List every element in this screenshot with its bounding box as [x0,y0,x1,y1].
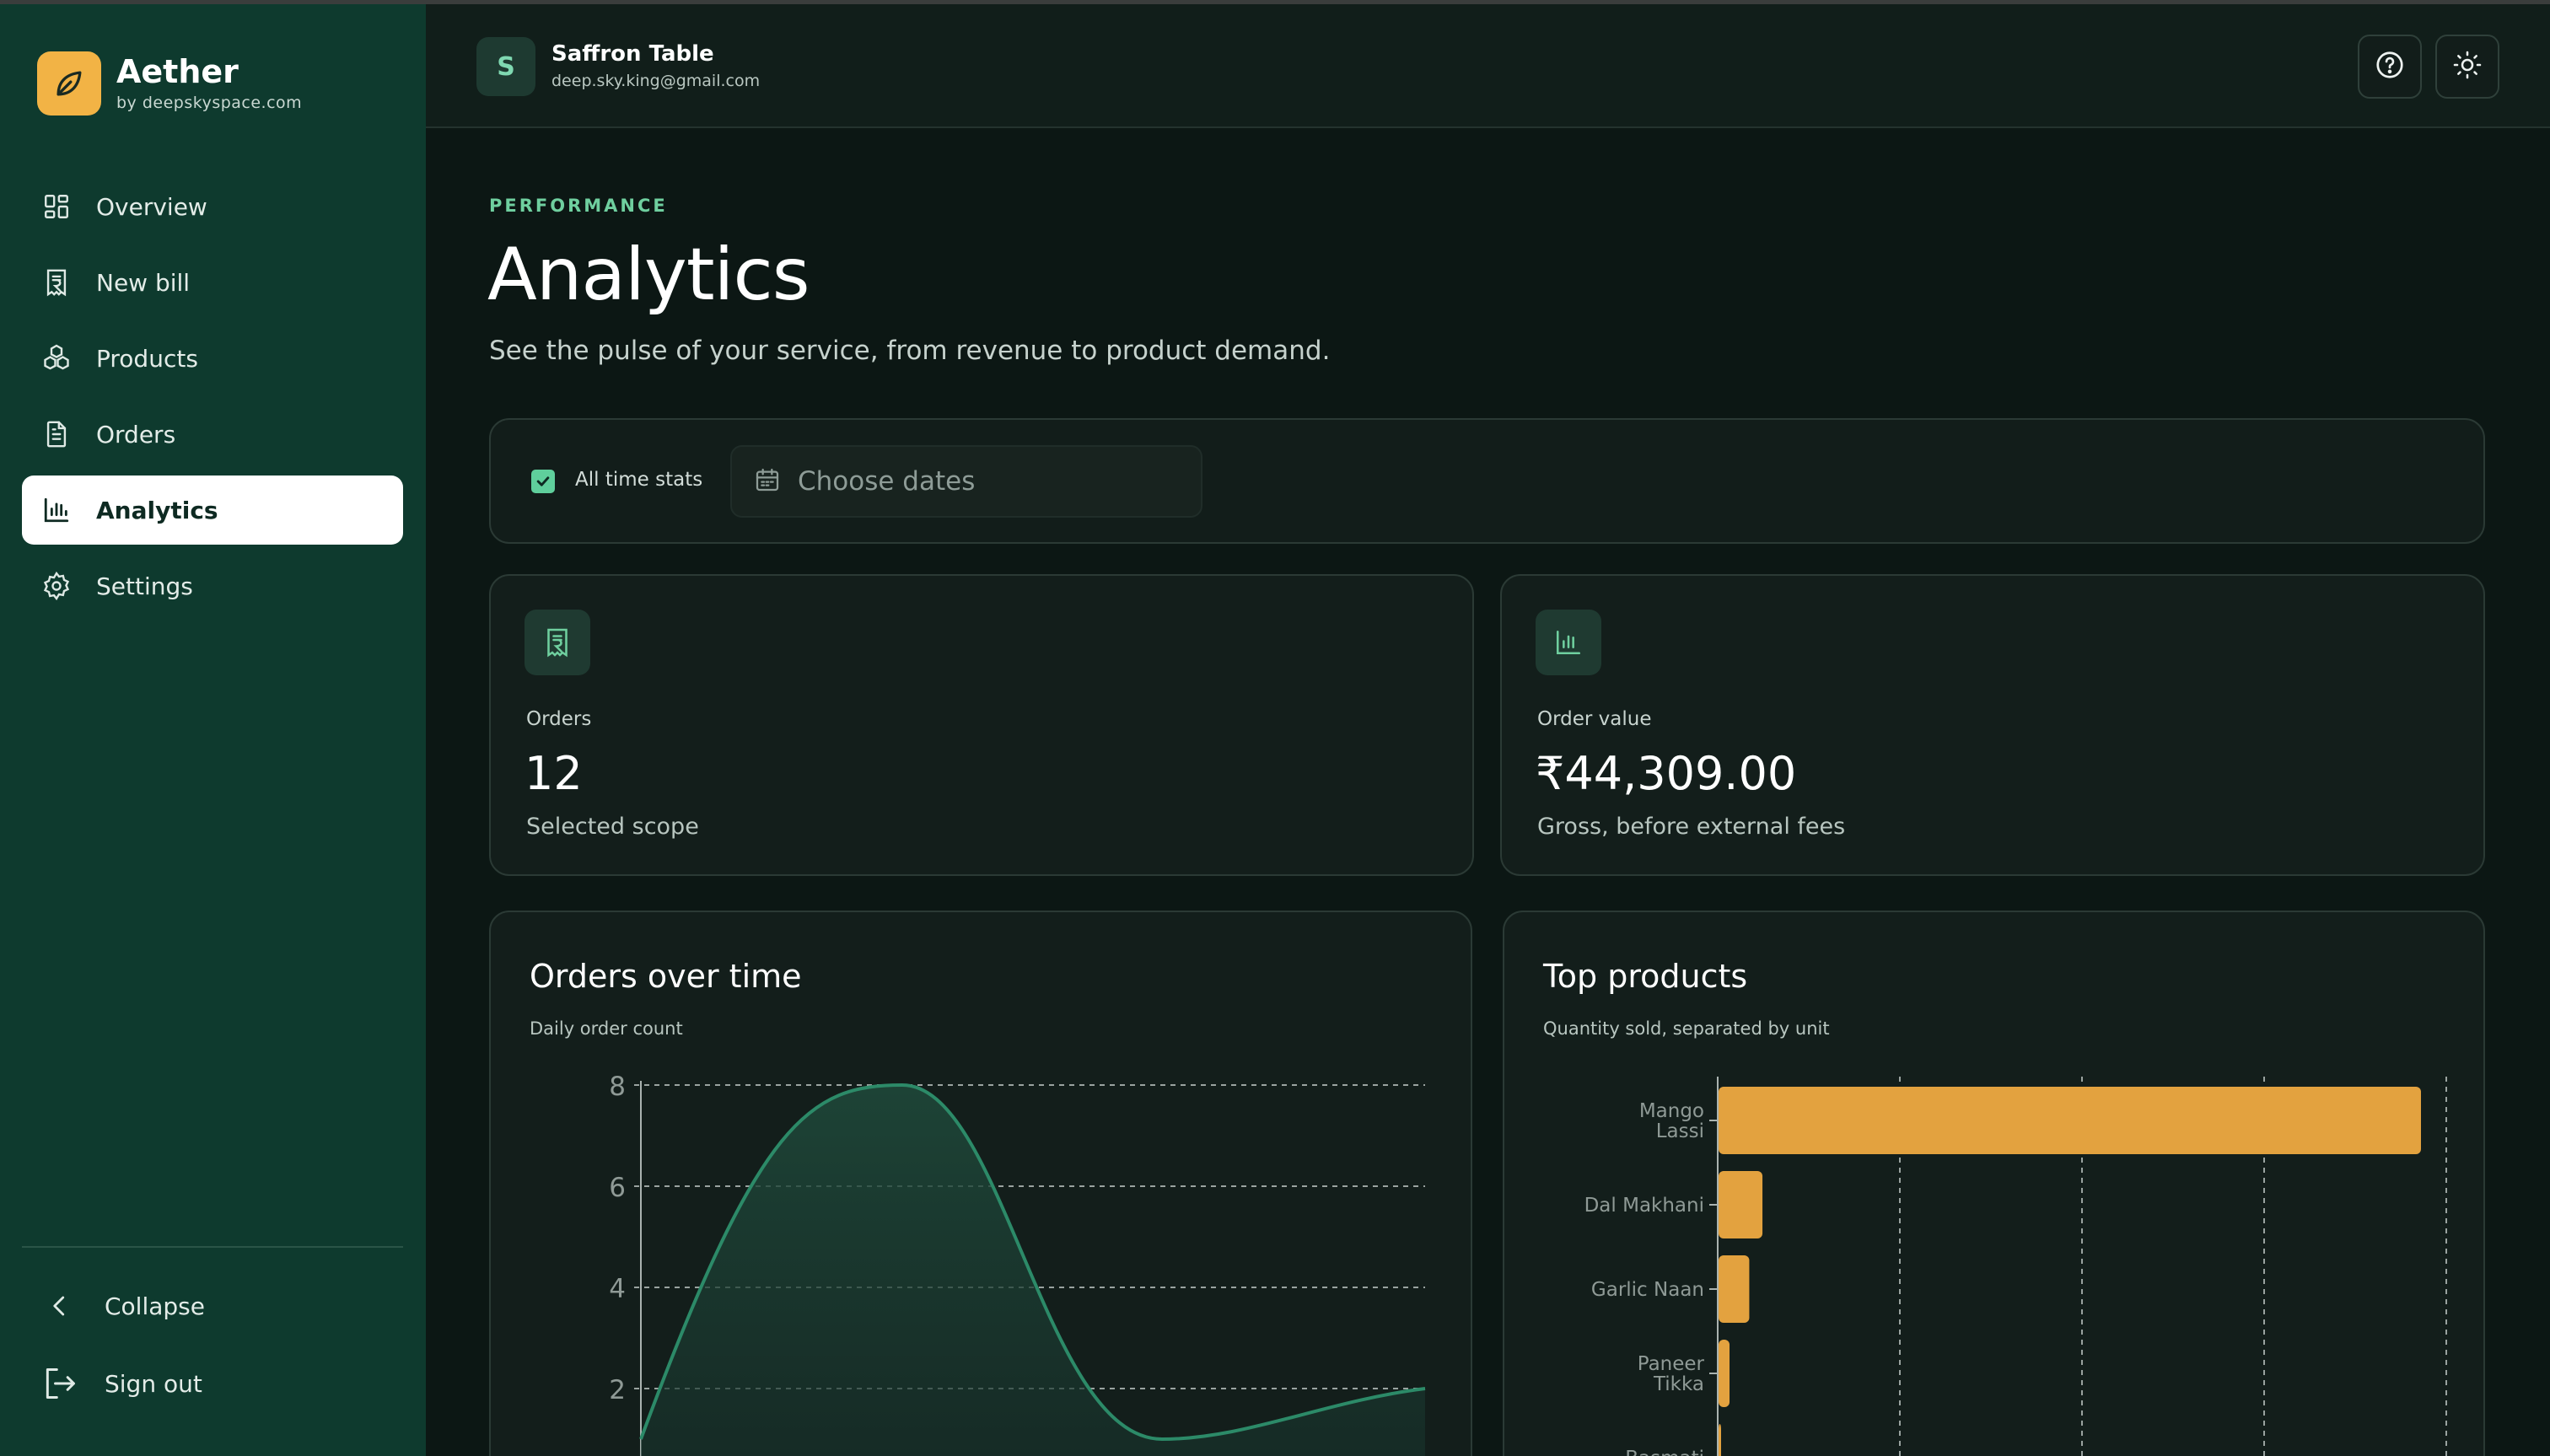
sidebar-nav: Overview New bill Products [22,172,403,627]
category-label: Mango [1639,1100,1704,1122]
bar-basmati [1719,1424,1721,1456]
sidebar-item-label: Analytics [96,496,218,524]
avatar[interactable]: S [476,37,535,96]
category-label: Lassi [1656,1120,1704,1142]
brand-name: Aether [116,53,239,91]
bar-dal-makhani [1719,1171,1763,1238]
sidebar-item-products[interactable]: Products [22,324,403,393]
brand-subtitle: by deepskyspace.com [116,93,303,112]
bar-garlic-naan [1719,1255,1750,1323]
stat-card-order-value: Order value ₹44,309.00 Gross, before ext… [1500,574,2485,876]
chart-subtitle: Daily order count [530,1018,683,1039]
orders-over-time-card: Orders over time Daily order count 8 6 4 2 [489,911,1472,1456]
sun-icon [2452,50,2483,83]
stat-label: Orders [526,708,592,730]
sidebar-item-label: Products [96,344,198,373]
collapse-label: Collapse [105,1292,205,1320]
page-subtitle: See the pulse of your service, from reve… [489,336,1331,366]
stat-value: 12 [525,747,583,800]
category-label: Paneer [1638,1353,1705,1375]
sign-out-button[interactable]: Sign out [40,1364,202,1403]
y-tick-label: 6 [609,1173,626,1203]
brand[interactable]: Aether by deepskyspace.com [37,51,302,116]
category-label: Basmati [1625,1448,1704,1456]
bar-mango-lassi [1719,1087,2421,1154]
orders-area-chart: 8 6 4 2 [609,1072,1426,1456]
stat-label: Order value [1537,708,1652,730]
sidebar-item-label: Settings [96,572,193,600]
page-title: Analytics [487,233,810,317]
sidebar-item-settings[interactable]: Settings [22,551,403,621]
sidebar-item-overview[interactable]: Overview [22,172,403,241]
collapse-button[interactable]: Collapse [40,1287,205,1325]
sidebar-item-new-bill[interactable]: New bill [22,248,403,317]
stat-note: Selected scope [526,814,699,840]
y-tick-label: 8 [609,1072,626,1102]
chart-title: Top products [1543,958,1748,995]
chevron-left-icon [40,1287,79,1325]
help-icon [2374,49,2406,84]
sidebar-item-analytics[interactable]: Analytics [22,475,403,545]
category-label: Garlic Naan [1591,1279,1704,1301]
receipt-icon [525,610,590,675]
date-placeholder: Choose dates [798,466,976,497]
category-label: Tikka [1653,1373,1704,1395]
area-fill [641,1085,1425,1456]
sidebar-divider [22,1246,403,1248]
help-button[interactable] [2358,35,2422,99]
sidebar-item-label: Orders [96,420,176,449]
leaf-logo-icon [37,51,101,116]
top-products-card: Top products Quantity sold, separated by… [1503,911,2485,1456]
filter-card: All time stats Choose dates [489,418,2485,544]
all-time-label[interactable]: All time stats [575,469,703,491]
theme-toggle-button[interactable] [2435,35,2499,99]
gear-icon [40,570,73,602]
calendar-icon [754,466,781,497]
products-icon [40,342,73,374]
page-eyebrow: PERFORMANCE [489,196,668,216]
sidebar: Aether by deepskyspace.com Overview New … [0,4,426,1456]
all-time-checkbox[interactable] [531,470,555,493]
bar-chart-icon [1536,610,1601,675]
bar-chart-icon [40,494,73,526]
chart-subtitle: Quantity sold, separated by unit [1543,1018,1830,1039]
stat-card-orders: Orders 12 Selected scope [489,574,1474,876]
receipt-icon [40,266,73,298]
sidebar-item-label: Overview [96,192,207,221]
y-tick-label: 2 [609,1375,626,1405]
stat-note: Gross, before external fees [1537,814,1846,840]
stat-value: ₹44,309.00 [1536,747,1797,800]
top-header: S Saffron Table deep.sky.king@gmail.com [426,4,2550,128]
window-top-border [0,0,2550,4]
date-range-input[interactable]: Choose dates [730,445,1202,518]
account-name: Saffron Table [551,41,714,67]
sidebar-item-orders[interactable]: Orders [22,400,403,469]
grid-icon [40,191,73,223]
y-tick-label: 4 [609,1274,626,1304]
series-line [639,1083,1426,1442]
sign-out-label: Sign out [105,1369,202,1398]
chart-title: Orders over time [530,958,802,995]
sidebar-item-label: New bill [96,268,191,297]
sign-out-icon [40,1364,79,1403]
category-label: Dal Makhani [1584,1195,1704,1217]
document-icon [40,418,73,450]
account-email: deep.sky.king@gmail.com [551,72,761,90]
bar-paneer-tikka [1719,1340,1730,1407]
